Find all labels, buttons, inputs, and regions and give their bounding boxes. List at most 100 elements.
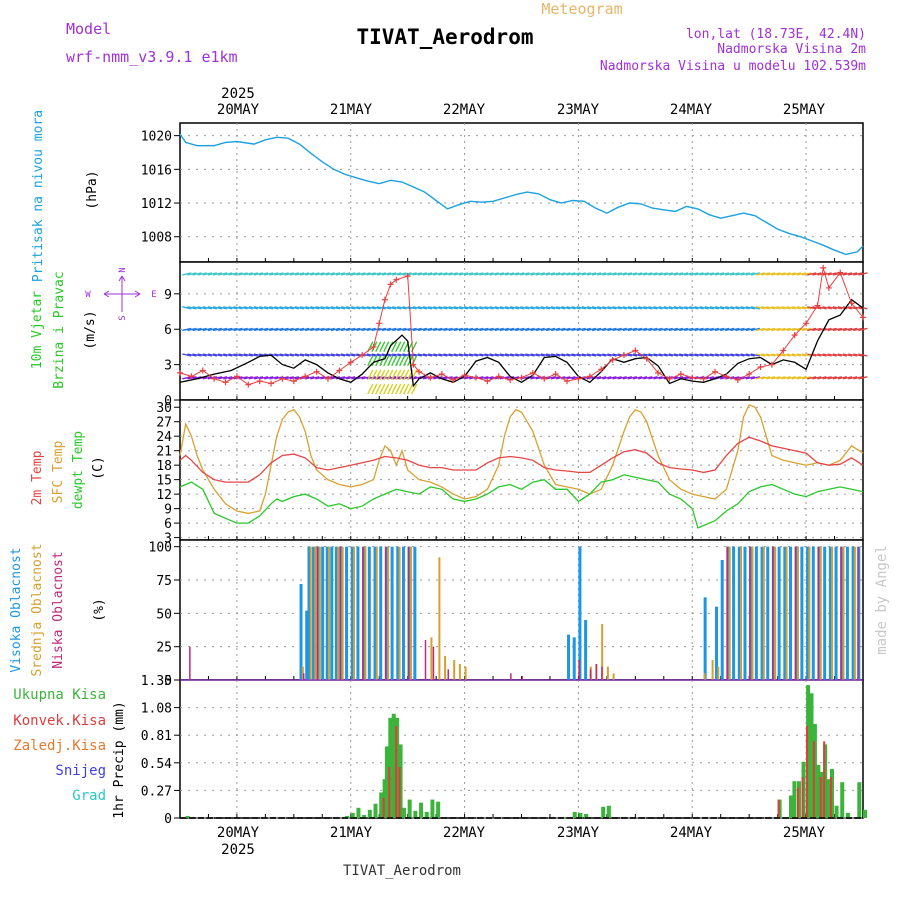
wind-barb [320, 353, 330, 357]
product-title: Meteogram [541, 0, 622, 18]
precip-bar-total [350, 812, 355, 818]
cloud-bar-low [601, 666, 603, 680]
precip-bar-total [185, 815, 190, 818]
wind-barb [740, 306, 750, 310]
wind-barb [673, 353, 684, 357]
y-tick-label: 0 [164, 812, 172, 827]
wind-barb [299, 376, 310, 380]
bottom-date-label: 22MAY [443, 825, 486, 841]
precip-bar-convective [388, 766, 391, 818]
wind-barb [356, 306, 366, 310]
wind-barb [627, 353, 638, 357]
wind-barb [807, 306, 817, 310]
wind-barb [233, 353, 243, 357]
wind-barb [658, 353, 668, 357]
wind-barb [351, 327, 361, 332]
wind-barb [535, 306, 545, 310]
wind-barb [689, 353, 699, 357]
wind-barb [468, 272, 479, 276]
cloud-bar-low [840, 546, 842, 680]
wind-barb [842, 376, 853, 380]
wind-barb [248, 306, 259, 310]
wind-barb [356, 376, 366, 380]
wind-barb [320, 306, 330, 310]
precip-unit: 1hr Precip (mm) [112, 701, 127, 818]
wind-barb [489, 306, 499, 310]
wind-barb [786, 376, 796, 380]
wind-barb [627, 327, 638, 332]
gust-marker [768, 361, 775, 368]
wind-barb [330, 272, 340, 276]
wind-barb [248, 353, 259, 357]
wind-barb [550, 327, 561, 332]
wind-barb [279, 272, 289, 276]
wind-barb [766, 306, 776, 310]
model-elevation: Nadmorska Visina u modelu 102.539m [600, 59, 866, 74]
wind-barb [704, 327, 714, 332]
wind-barb [474, 306, 484, 310]
cloud-bar-mid [309, 546, 312, 680]
wind-barb [387, 355, 394, 367]
y-tick-label: 1.35 [141, 674, 172, 689]
precip-bar-total [834, 805, 839, 818]
wind-barb [274, 327, 284, 332]
bottom-date-label: 21MAY [330, 825, 373, 841]
wind-barb [269, 327, 279, 332]
wind-barb [387, 272, 397, 276]
top-date-label: 23MAY [557, 102, 600, 118]
wind-barb [545, 376, 556, 380]
wind-barb [556, 306, 566, 310]
wind-barb [443, 306, 453, 310]
wind-barb [509, 272, 520, 276]
wind-barb [540, 327, 551, 332]
wind-barb [228, 353, 238, 357]
cloud-bar-mid [842, 546, 845, 680]
y-tick-label: 0.54 [141, 757, 172, 772]
precip-bar-total [384, 746, 389, 818]
wind-barb [535, 327, 545, 332]
wind-barb [202, 376, 212, 380]
cloud-bar-low [362, 546, 364, 680]
wind-barb [258, 327, 269, 332]
cloud-bar-low [424, 640, 427, 680]
cloud-bar-low [595, 664, 597, 680]
cloud-bar-high [401, 546, 405, 680]
cloud-bar-mid [711, 660, 714, 680]
cloud-bar-mid [364, 546, 367, 680]
gust-marker [575, 375, 582, 382]
wind-barb [499, 353, 510, 357]
wind-barb [714, 327, 725, 332]
wind-barb [566, 327, 576, 332]
cloud-bar-high [567, 634, 571, 680]
cloud-bar-mid [327, 546, 330, 680]
precip-bar-total [430, 799, 435, 818]
wind-barb [381, 327, 392, 332]
wind-barb [367, 369, 374, 381]
compass-south: S [118, 315, 128, 320]
gust-marker [393, 276, 400, 283]
wind-barb [494, 353, 504, 357]
wind-barb [858, 272, 868, 276]
wind-barb [207, 327, 218, 332]
wind-barb [395, 369, 402, 381]
wind-barb [714, 272, 725, 276]
wind-barb [489, 327, 499, 332]
wind-barb [719, 353, 730, 357]
wind-barb [735, 353, 745, 357]
wind-barb [791, 376, 802, 380]
wind-barb [422, 306, 433, 310]
wind-barb [269, 353, 279, 357]
wind-barb [648, 306, 658, 310]
precip-bar-convective [823, 741, 826, 818]
precip-bar-convective [829, 777, 832, 818]
wind-barb [694, 353, 704, 357]
y-tick-label: 3 [164, 532, 172, 547]
wind-barb [448, 306, 458, 310]
wind-barb [612, 306, 622, 310]
wind-barb [202, 306, 212, 310]
wind-barb [448, 272, 458, 276]
wind-barb [725, 327, 735, 332]
cloud-bar-mid [762, 546, 765, 680]
panel-precipitation: 0 0.27 0.54 0.81 1.08 1.35 [141, 674, 864, 827]
wind-barb [397, 353, 407, 357]
